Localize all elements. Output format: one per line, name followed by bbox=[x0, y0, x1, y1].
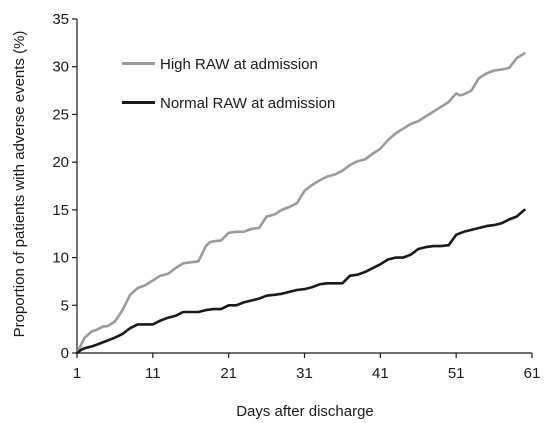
x-tick-label: 21 bbox=[220, 365, 237, 382]
y-tick-label: 0 bbox=[61, 345, 69, 362]
x-tick-label: 61 bbox=[524, 365, 541, 382]
y-tick-label: 25 bbox=[52, 106, 69, 123]
y-axis: 0 5 10 15 20 25 30 35 bbox=[52, 11, 78, 362]
y-axis-title: Proportion of patients with adverse even… bbox=[11, 31, 28, 338]
legend-label-normal-raw: Normal RAW at admission bbox=[160, 95, 335, 112]
y-tick-label: 10 bbox=[52, 250, 69, 267]
x-tick-label: 51 bbox=[448, 365, 465, 382]
legend: High RAW at admission Normal RAW at admi… bbox=[122, 56, 335, 112]
x-tick-label: 31 bbox=[296, 365, 313, 382]
x-tick-label: 11 bbox=[145, 365, 161, 382]
x-axis-title: Days after discharge bbox=[236, 403, 374, 420]
y-tick-label: 35 bbox=[52, 11, 69, 28]
x-axis: 1 11 21 31 41 51 61 bbox=[73, 352, 541, 382]
x-tick-label: 41 bbox=[372, 365, 389, 382]
legend-label-high-raw: High RAW at admission bbox=[160, 56, 318, 73]
series-line-normal-raw bbox=[75, 208, 526, 355]
y-tick-label: 15 bbox=[52, 202, 69, 219]
x-tick-label: 1 bbox=[73, 365, 81, 382]
series-layer bbox=[75, 52, 526, 355]
series-line-high-raw bbox=[75, 52, 526, 355]
y-tick-label: 30 bbox=[52, 59, 69, 76]
y-tick-label: 5 bbox=[61, 297, 69, 314]
y-tick-label: 20 bbox=[52, 154, 69, 171]
